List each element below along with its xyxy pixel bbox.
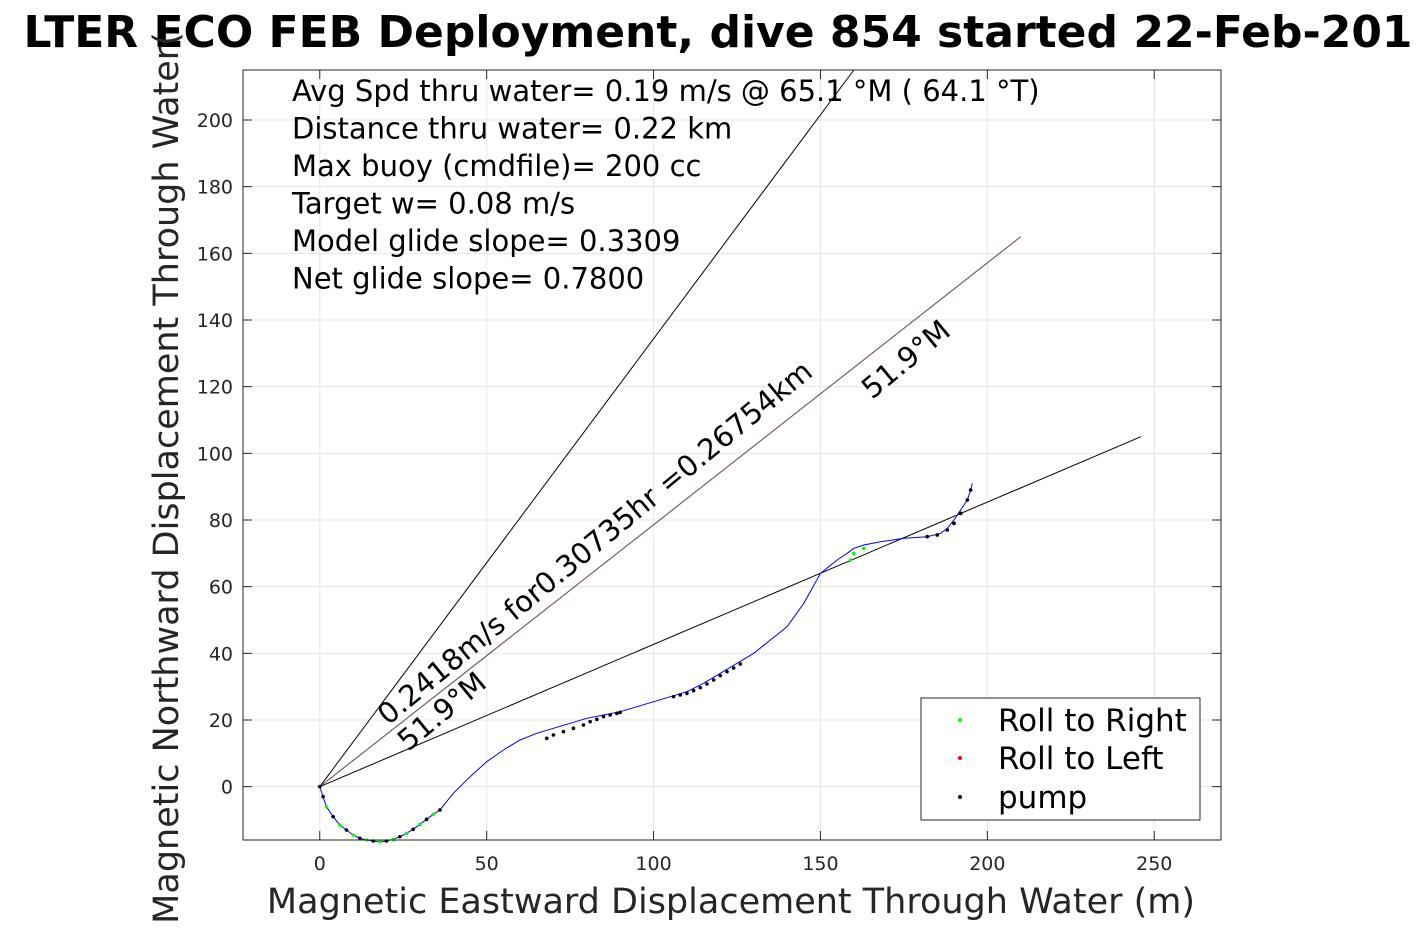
point-pump — [344, 828, 349, 832]
y-tick-label: 40 — [209, 643, 233, 665]
point-pump — [705, 682, 709, 686]
point-pump — [551, 733, 556, 737]
x-tick-label: 50 — [475, 853, 499, 875]
reference-line-3 — [319, 436, 1142, 788]
point-pump — [398, 834, 402, 839]
y-axis-label: Magnetic Northward Displacement Through … — [147, 32, 187, 924]
point-pump — [965, 498, 970, 502]
point-pump — [331, 814, 335, 819]
info-line: Distance thru water= 0.22 km — [292, 112, 732, 146]
x-tick-label: 250 — [1136, 853, 1172, 875]
point-roll-to-right — [337, 823, 342, 827]
point-roll-to-right — [404, 831, 409, 836]
point-roll-to-right — [391, 837, 396, 842]
reference-line-2 — [319, 236, 1022, 788]
point-pump — [571, 726, 576, 731]
y-tick-label: 160 — [197, 243, 233, 265]
point-pump — [424, 817, 429, 822]
point-pump — [925, 534, 930, 539]
point-pump — [968, 488, 973, 492]
point-roll-to-right — [852, 551, 856, 556]
legend-marker-roll-right — [958, 718, 962, 722]
legend-label-roll-left: Roll to Left — [998, 741, 1164, 777]
point-pump — [698, 685, 703, 690]
point-pump — [581, 723, 586, 727]
point-roll-to-right — [862, 546, 866, 551]
x-tick-label: 150 — [802, 853, 838, 875]
y-tick-label: 60 — [209, 577, 233, 599]
point-pump — [678, 693, 683, 697]
info-line: Max buoy (cmdfile)= 200 cc — [292, 149, 701, 183]
x-tick-label: 200 — [969, 853, 1005, 875]
point-pump — [685, 691, 689, 696]
y-tick-label: 200 — [197, 110, 233, 132]
y-tick-label: 120 — [197, 377, 233, 399]
point-pump — [544, 736, 549, 741]
point-pump — [725, 669, 729, 674]
point-pump — [438, 808, 442, 812]
point-pump — [738, 662, 743, 666]
y-tick-label: 100 — [197, 443, 233, 465]
plot-frame — [242, 69, 1222, 841]
point-roll-to-right — [324, 804, 329, 809]
point-roll-to-right — [378, 839, 382, 844]
legend-marker-pump — [958, 795, 962, 799]
y-tick-label: 20 — [209, 710, 233, 732]
y-tick-label: 0 — [221, 777, 233, 799]
point-pump — [588, 719, 592, 724]
point-pump — [958, 511, 963, 516]
point-roll-to-right — [351, 833, 355, 837]
info-line: Model glide slope= 0.3309 — [292, 224, 680, 258]
grid — [243, 70, 1221, 840]
reference-line-0 — [319, 69, 855, 787]
point-pump — [691, 688, 696, 693]
point-pump — [618, 710, 622, 715]
point-pump — [358, 836, 362, 841]
chart-title: LTER ECO FEB Deployment, dive 854 starte… — [23, 7, 1412, 58]
track-layer — [319, 483, 973, 843]
info-line: Target w= 0.08 m/s — [291, 187, 575, 221]
legend-marker-roll-left — [958, 756, 962, 760]
point-pump — [561, 729, 566, 734]
point-pump — [411, 827, 416, 832]
point-pump — [608, 713, 612, 717]
legend-label-roll-right: Roll to Right — [998, 703, 1187, 739]
point-pump — [615, 711, 619, 716]
axis-ticks: 0 50 100 150 200 250 0 20 40 60 80 100 120 140 160 180 2… — [197, 70, 1221, 875]
info-line: Net glide slope= 0.7800 — [292, 262, 644, 296]
info-text: Avg Spd thru water= 0.19 m/s @ 65.1 °M (… — [291, 74, 1040, 296]
point-pump — [317, 784, 322, 789]
point-pump — [952, 521, 956, 526]
x-tick-label: 100 — [635, 853, 671, 875]
point-pump — [595, 717, 599, 722]
reference-lines — [319, 69, 1142, 788]
point-pump — [321, 794, 325, 799]
y-tick-label: 80 — [209, 510, 233, 532]
legend-label-pump: pump — [998, 780, 1087, 816]
point-pump — [945, 528, 950, 532]
y-tick-label: 180 — [197, 177, 233, 199]
point-roll-to-right — [848, 558, 853, 562]
x-axis-label: Magnetic Eastward Displacement Through W… — [267, 882, 1195, 922]
point-pump — [731, 666, 736, 670]
info-line: Avg Spd thru water= 0.19 m/s @ 65.1 °M (… — [292, 74, 1040, 108]
track-line — [319, 483, 973, 843]
point-pump — [671, 694, 676, 699]
legend: Roll to Right Roll to Left pump — [920, 697, 1201, 821]
point-roll-to-right — [418, 822, 422, 827]
point-roll-to-right — [431, 812, 436, 817]
x-tick-label: 0 — [314, 853, 326, 875]
y-tick-label: 140 — [197, 310, 233, 332]
point-pump — [935, 533, 940, 537]
point-pump — [711, 678, 716, 682]
point-pump — [718, 673, 723, 678]
legend-box — [920, 697, 1201, 821]
point-pump — [601, 714, 606, 719]
